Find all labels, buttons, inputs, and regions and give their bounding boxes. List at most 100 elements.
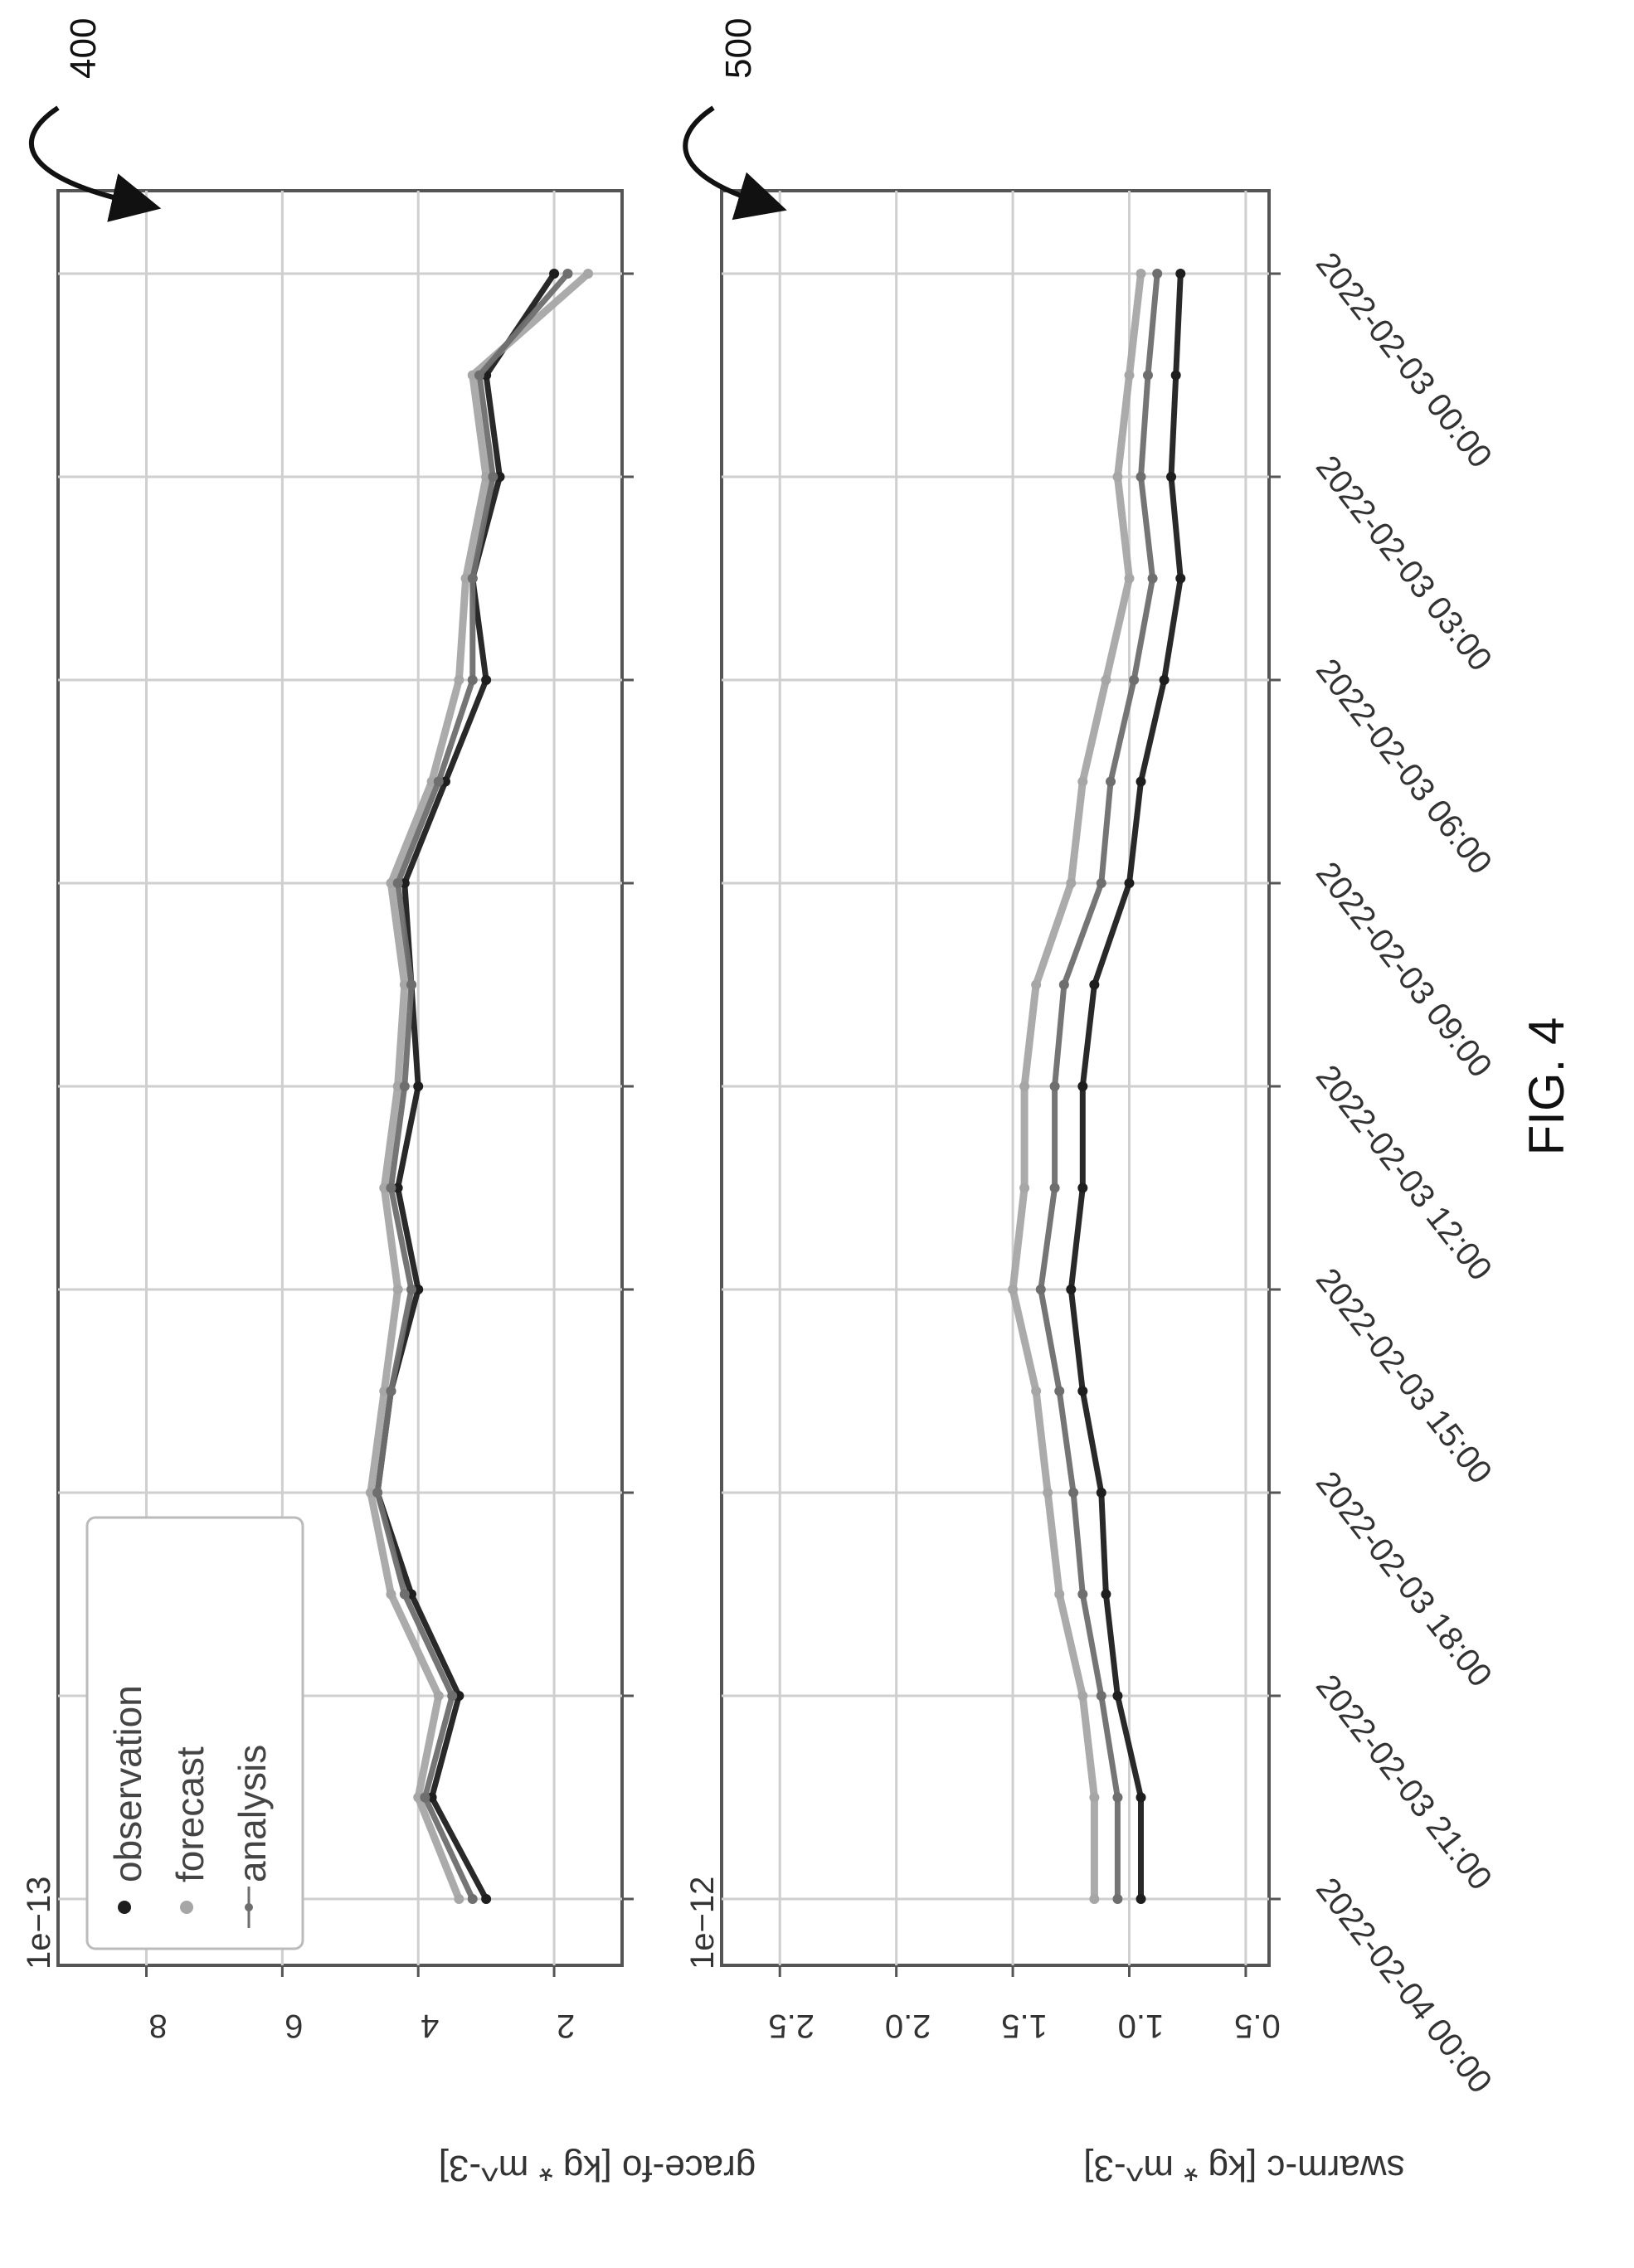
plot-area-swarm-c [720, 189, 1271, 1967]
point-analysis-8 [399, 1081, 410, 1091]
reference-500-label: 500 [718, 18, 759, 79]
point-analysis-4 [467, 675, 478, 685]
plot-area-grace-fo [56, 189, 624, 1967]
y-tick-label-0-5: 0.5 [1234, 2008, 1281, 2044]
reference-400: 400 [28, 18, 162, 222]
point-analysis-16 [1112, 1894, 1123, 1904]
point-analysis-16 [467, 1894, 478, 1904]
chart-swarm-c: 0.51.01.52.02.5 2022-02-03 00:002022-02-… [683, 18, 1499, 2188]
y-tick-label-2-5: 2.5 [768, 2008, 815, 2044]
legend-box [85, 1516, 304, 1950]
point-observation-0 [549, 269, 560, 279]
point-analysis-15 [420, 1792, 430, 1803]
y-ticks-grace-fo: 2 4 6 8 [148, 2008, 575, 2044]
chart-grace-fo: 2 4 6 8 1e−13 grace-fo [kg * m^-3] observat… [21, 18, 756, 2188]
legend-entry-analysis: analysis [231, 1745, 274, 1928]
point-observation-4 [481, 675, 492, 685]
point-forecast-4 [1101, 675, 1111, 685]
point-analysis-7 [406, 979, 417, 990]
point-forecast-0 [1136, 269, 1146, 279]
point-analysis-3 [1147, 573, 1158, 584]
point-observation-12 [1096, 1488, 1106, 1498]
legend-entry-forecast: forecast [168, 1746, 212, 1914]
y-multiplier-grace-fo: 1e−13 [21, 1877, 57, 1969]
legend-label-observation: observation [106, 1685, 149, 1882]
point-analysis-12 [372, 1488, 383, 1498]
point-forecast-6 [1066, 878, 1077, 888]
x-tick-label-2022-02-03-09-00: 2022-02-03 09:00 [1309, 855, 1499, 1084]
legend: observation forecast analysis [85, 1516, 304, 1950]
x-tick-label-2022-02-03-06-00: 2022-02-03 06:00 [1309, 652, 1499, 881]
point-analysis-7 [1058, 979, 1069, 990]
point-forecast-12 [1043, 1488, 1053, 1498]
y-tick-label-4: 4 [421, 2008, 439, 2044]
point-forecast-16 [454, 1894, 464, 1904]
point-analysis-13 [399, 1589, 410, 1600]
point-analysis-6 [1096, 878, 1106, 888]
reference-400-label: 400 [63, 18, 104, 79]
y-tick-label-6: 6 [284, 2008, 303, 2044]
point-observation-5 [1136, 776, 1146, 787]
figure-label: FIG. 4 [1519, 1017, 1574, 1156]
point-observation-10 [1066, 1285, 1077, 1294]
reference-500: 500 [683, 18, 787, 221]
reference-500-arrow [683, 105, 787, 221]
point-observation-11 [1077, 1386, 1088, 1396]
y-axis-label-grace-fo: grace-fo [kg * m^-3] [439, 2148, 756, 2188]
point-observation-13 [1101, 1589, 1111, 1600]
point-observation-8 [1077, 1081, 1088, 1091]
point-forecast-14 [433, 1691, 444, 1701]
point-forecast-13 [386, 1589, 396, 1600]
series-group-swarm-c [1008, 269, 1186, 1904]
y-tick-label-2: 2 [557, 2008, 575, 2044]
point-forecast-1 [1124, 370, 1135, 381]
x-tick-label-2022-02-03-18-00: 2022-02-03 18:00 [1309, 1464, 1499, 1693]
y-multiplier-swarm-c: 1e−12 [684, 1877, 721, 1969]
y-tick-label-2-0: 2.0 [885, 2008, 931, 2044]
point-analysis-14 [447, 1691, 458, 1701]
point-analysis-10 [406, 1285, 417, 1294]
point-analysis-2 [488, 472, 498, 482]
point-analysis-4 [1129, 675, 1140, 685]
point-observation-15 [1136, 1792, 1146, 1803]
reference-400-arrow [28, 105, 162, 222]
legend-marker-observation [118, 1901, 131, 1914]
point-forecast-4 [454, 675, 464, 685]
legend-marker-analysis-dot [245, 1903, 253, 1911]
y-tick-label-8: 8 [148, 2008, 167, 2044]
point-analysis-6 [392, 878, 403, 888]
point-analysis-8 [1049, 1081, 1060, 1091]
x-tick-label-2022-02-04-00-00: 2022-02-04 00:00 [1309, 1871, 1499, 2100]
x-tick-label-2022-02-03-00-00: 2022-02-03 00:00 [1309, 245, 1499, 474]
point-observation-16 [1136, 1894, 1146, 1904]
point-analysis-1 [1142, 370, 1153, 381]
point-observation-1 [1170, 370, 1181, 381]
y-ticks-swarm-c: 0.5 1.0 1.5 2.0 2.5 [768, 2008, 1280, 2044]
legend-marker-forecast [180, 1901, 193, 1914]
point-forecast-3 [1124, 573, 1135, 584]
series-group-grace-fo [365, 269, 594, 1904]
x-tick-label-2022-02-03-03-00: 2022-02-03 03:00 [1309, 449, 1499, 677]
point-analysis-13 [1077, 1589, 1088, 1600]
x-tick-label-2022-02-03-15-00: 2022-02-03 15:00 [1309, 1261, 1499, 1490]
point-analysis-2 [1136, 472, 1146, 482]
grid-swarm-c [722, 191, 1281, 1977]
point-forecast-11 [1031, 1386, 1042, 1396]
point-observation-4 [1159, 675, 1170, 685]
point-forecast-7 [1031, 979, 1042, 990]
point-observation-0 [1175, 269, 1186, 279]
point-analysis-15 [1112, 1792, 1123, 1803]
point-forecast-2 [1112, 472, 1123, 482]
y-axis-label-swarm-c: swarm-c [kg * m^-3] [1083, 2148, 1404, 2188]
point-forecast-14 [1077, 1691, 1088, 1701]
point-forecast-0 [583, 269, 594, 279]
point-forecast-9 [1019, 1183, 1030, 1193]
legend-entry-observation: observation [106, 1685, 149, 1914]
point-forecast-8 [1019, 1081, 1030, 1091]
point-analysis-11 [386, 1386, 396, 1396]
point-observation-7 [1089, 979, 1100, 990]
point-observation-2 [1166, 472, 1177, 482]
point-analysis-3 [467, 573, 478, 584]
